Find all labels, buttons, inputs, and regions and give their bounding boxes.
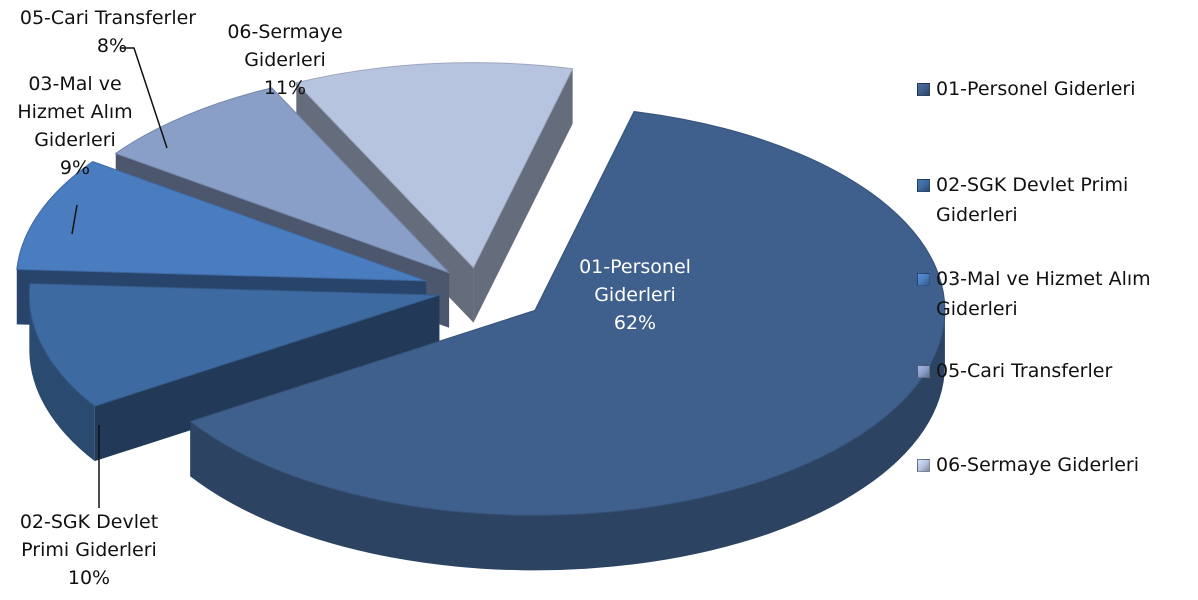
legend-swatch [917, 273, 930, 286]
legend-label: 06-Sermaye Giderleri [936, 454, 1140, 476]
legend-swatch [917, 179, 930, 192]
slice-top [189, 110, 946, 516]
legend-label: 01-Personel Giderleri [936, 78, 1136, 100]
legend-item-02: 02-SGK Devlet Primi Giderleri [917, 170, 1191, 230]
slice-wall [473, 68, 573, 323]
legend-label: 03-Mal ve Hizmet Alım Giderleri [936, 268, 1151, 320]
slice-rim [29, 295, 95, 462]
slice-label-03: 03-Mal ve Hizmet Alım Giderleri 9% [17, 73, 133, 179]
slice-top [295, 62, 574, 269]
pie-slice-01 [189, 110, 946, 571]
slice-label-02: 02-SGK Devlet Primi Giderleri 10% [19, 511, 159, 589]
leader-lines [71, 47, 168, 508]
legend-item-05: 05-Cari Transferler [917, 356, 1191, 386]
leader-line-05 [120, 47, 168, 149]
pie-slice-02 [28, 283, 440, 462]
pie-slices [16, 62, 946, 571]
slice-label-05: 05-Cari Transferler 8% [19, 7, 197, 57]
legend-swatch [917, 365, 930, 378]
slice-top [16, 160, 427, 282]
slice-label-06: 06-Sermaye Giderleri 11% [227, 21, 343, 99]
slice-label-01: 01-Personel Giderleri 62% [579, 256, 691, 334]
slice-top [28, 283, 440, 407]
legend-item-01: 01-Personel Giderleri [917, 74, 1191, 104]
slice-top [114, 87, 450, 274]
legend-item-06: 06-Sermaye Giderleri [917, 450, 1191, 480]
leader-line-03 [71, 204, 78, 235]
legend-item-03: 03-Mal ve Hizmet Alım Giderleri [917, 264, 1191, 324]
legend-swatch [917, 83, 930, 96]
legend-swatch [917, 459, 930, 472]
legend-label: 05-Cari Transferler [936, 360, 1113, 382]
slice-rim [190, 310, 945, 571]
legend-label: 02-SGK Devlet Primi Giderleri [936, 174, 1129, 226]
